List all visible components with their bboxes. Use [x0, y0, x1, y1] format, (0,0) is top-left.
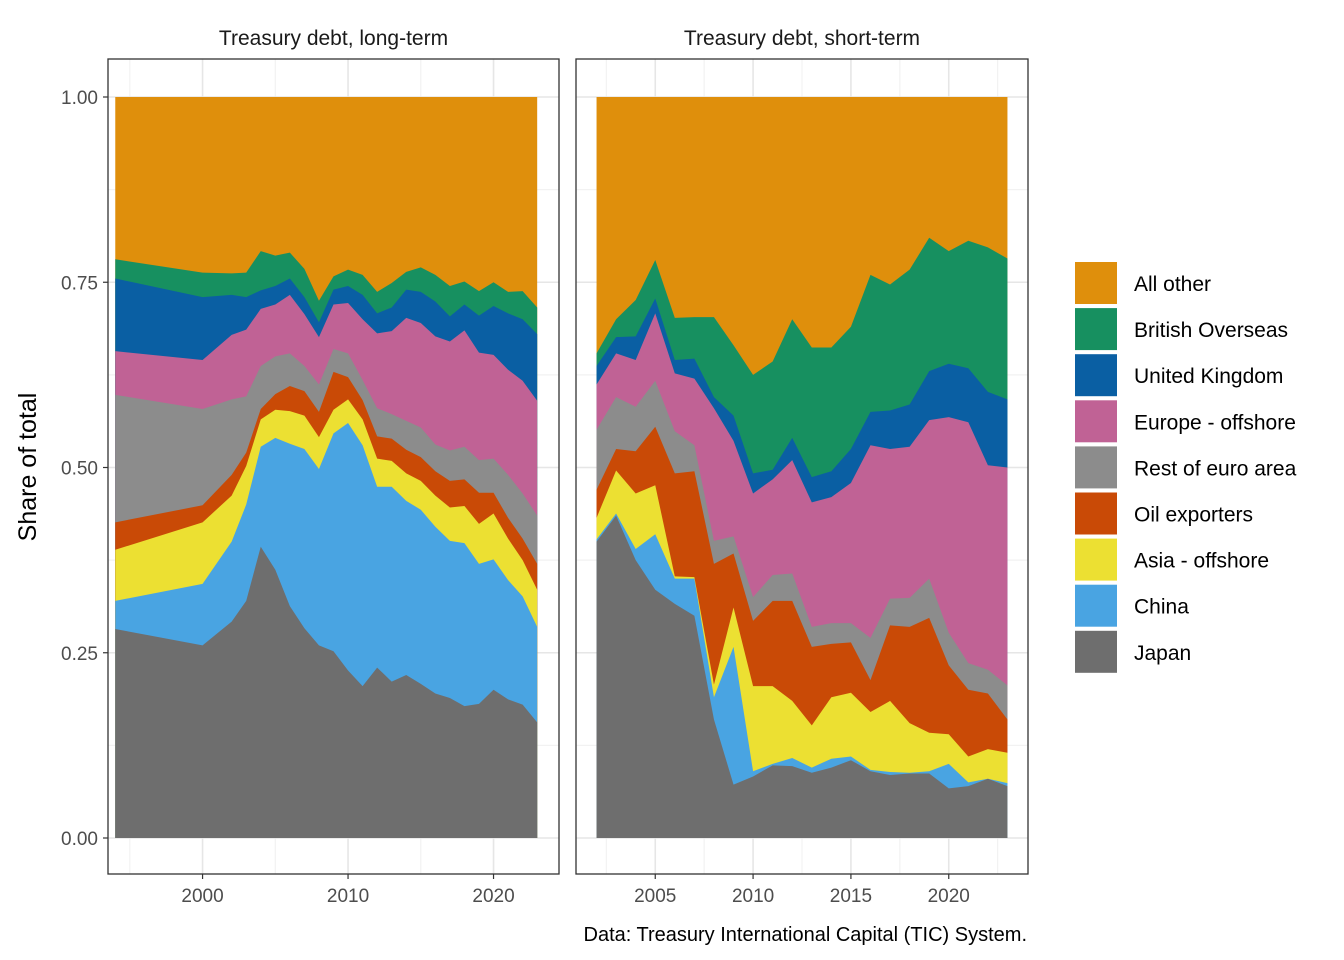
y-axis-label: Share of total	[14, 393, 42, 542]
legend-swatch	[1075, 446, 1117, 489]
y-tick-label: 0.00	[61, 829, 98, 850]
legend-label: United Kingdom	[1134, 365, 1283, 388]
legend-label: Rest of euro area	[1134, 457, 1297, 480]
legend-label: British Overseas	[1134, 319, 1288, 342]
x-tick-label: 2010	[327, 886, 369, 907]
legend-label: Europe - offshore	[1134, 411, 1296, 434]
panel-1: Treasury debt, long-term 2000 2010 2020 0.00…	[61, 27, 560, 907]
legend-item-japan: Japan	[1075, 630, 1191, 673]
legend-item-oil-exporters: Oil exporters	[1075, 492, 1253, 535]
x-tick-label: 2015	[830, 886, 872, 907]
panel-border	[575, 58, 1029, 875]
y-tick-label: 0.75	[61, 273, 98, 294]
legend-swatch	[1075, 354, 1117, 397]
legend-item-europe-offshore: Europe - offshore	[1075, 400, 1296, 443]
legend-item-united-kingdom: United Kingdom	[1075, 354, 1283, 397]
legend-swatch	[1075, 584, 1117, 627]
legend-label: All other	[1134, 273, 1211, 296]
legend: All other British Overseas United Kingdom E…	[1075, 262, 1297, 673]
legend-label: Asia - offshore	[1134, 550, 1269, 573]
legend-item-british-overseas: British Overseas	[1075, 308, 1288, 351]
y-tick-label: 0.50	[61, 459, 98, 480]
legend-swatch	[1075, 492, 1117, 535]
panel-border	[107, 58, 560, 875]
panel-title: Treasury debt, long-term	[219, 27, 448, 50]
y-tick-label: 1.00	[61, 88, 98, 109]
legend-item-asia-offshore: Asia - offshore	[1075, 538, 1269, 581]
y-tick-label: 0.25	[61, 644, 98, 665]
x-tick-label: 2020	[472, 886, 514, 907]
legend-swatch	[1075, 630, 1117, 673]
panel-title: Treasury debt, short-term	[684, 27, 920, 50]
areas	[596, 97, 1008, 839]
legend-swatch	[1075, 262, 1117, 304]
legend-label: Oil exporters	[1134, 504, 1253, 527]
legend-item-china: China	[1075, 584, 1189, 627]
area-japan	[596, 515, 1008, 838]
legend-label: China	[1134, 596, 1189, 619]
legend-swatch	[1075, 400, 1117, 443]
legend-swatch	[1075, 538, 1117, 581]
areas	[115, 97, 538, 839]
legend-item-rest-of-euro-area: Rest of euro area	[1075, 446, 1297, 489]
area-japan	[115, 546, 538, 838]
data-source-caption: Data: Treasury International Capital (TI…	[584, 924, 1028, 946]
legend-swatch	[1075, 308, 1117, 351]
x-tick-label: 2010	[732, 886, 774, 907]
legend-item-all-other: All other	[1075, 262, 1211, 304]
x-tick-label: 2020	[928, 886, 970, 907]
legend-label: Japan	[1134, 642, 1191, 665]
x-tick-label: 2005	[634, 886, 676, 907]
panel-2: Treasury debt, short-term 2005 2010 2015 202…	[575, 27, 1029, 907]
x-tick-label: 2000	[181, 886, 223, 907]
